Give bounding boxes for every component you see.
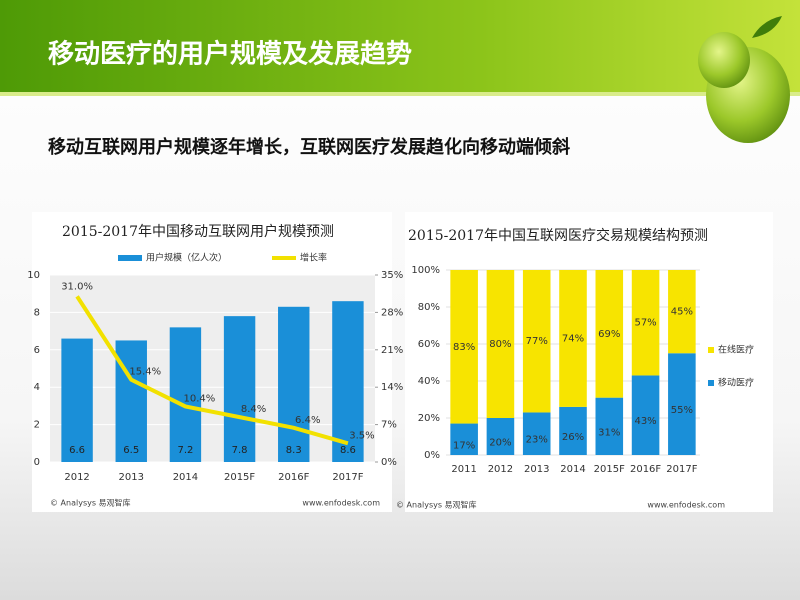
line	[75, 295, 349, 446]
apple-icon	[698, 16, 790, 143]
x-tick-label: 2012	[64, 472, 89, 483]
bar-segment	[559, 406, 587, 455]
y-tick-label: 0%	[424, 450, 440, 461]
bar-label: 83%	[453, 342, 475, 353]
bar-label: 55%	[671, 405, 693, 416]
y-tick-label: 0	[34, 457, 40, 468]
bar-segment	[522, 412, 551, 455]
y-tick-label: 20%	[418, 413, 440, 424]
bar-label: 26%	[562, 432, 584, 443]
bar-label: 31%	[598, 427, 620, 438]
plot-area	[50, 275, 375, 462]
bar-label: 8.3	[286, 445, 302, 456]
x-tick-label: 2015F	[224, 472, 255, 483]
bar-label: 57%	[634, 318, 656, 329]
line-label: 10.4%	[184, 393, 216, 404]
bar	[61, 338, 93, 462]
bar-label: 7.2	[177, 445, 193, 456]
y2-tick-label: 14%	[381, 382, 403, 393]
bar-segment	[595, 270, 624, 398]
bar-segment	[450, 423, 478, 455]
bar-label: 17%	[453, 440, 475, 451]
slide-title: 移动医疗的用户规模及发展趋势	[48, 39, 412, 70]
bar-segment	[486, 270, 515, 418]
legend-label: 在线医疗	[718, 344, 754, 356]
bar-label: 43%	[634, 416, 656, 427]
legend-label: 用户规模（亿人次）	[146, 252, 227, 264]
bar-label: 45%	[671, 307, 693, 318]
header-bar	[0, 0, 800, 92]
bar-segment	[668, 270, 696, 354]
x-tick-label: 2017F	[332, 472, 363, 483]
line-label: 15.4%	[129, 367, 161, 378]
x-tick-label: 2017F	[666, 464, 697, 475]
bar-segment	[559, 270, 587, 407]
x-tick-label: 2015F	[594, 464, 625, 475]
legend-label: 移动医疗	[718, 377, 754, 389]
bar-label: 69%	[598, 329, 620, 340]
y-tick-label: 4	[34, 382, 40, 393]
line-label: 6.4%	[295, 415, 320, 426]
bar	[332, 301, 364, 462]
subtitle: 移动互联网用户规模逐年增长，互联网医疗发展趋化向移动端倾斜	[48, 136, 570, 158]
x-tick-label: 2011	[451, 464, 476, 475]
bar-label: 20%	[489, 438, 511, 449]
bar-label: 6.6	[69, 445, 85, 456]
bar	[223, 316, 256, 462]
y-tick-label: 10	[27, 270, 40, 281]
y2-tick-label: 28%	[381, 307, 403, 318]
source-note: © Analysys 易观智库	[50, 498, 131, 508]
bar-segment	[631, 270, 660, 376]
header-rule	[0, 92, 800, 96]
y-tick-label: 6	[34, 345, 40, 356]
line-label: 31.0%	[61, 281, 93, 292]
bar-label: 80%	[489, 339, 511, 350]
line-label: 8.4%	[241, 404, 266, 415]
website-note: www.enfodesk.com	[302, 499, 380, 508]
website-note: www.enfodesk.com	[647, 501, 725, 510]
bar-segment	[486, 418, 515, 455]
bar-label: 23%	[526, 435, 548, 446]
legend-swatch	[708, 347, 714, 353]
x-tick-label: 2012	[488, 464, 513, 475]
y2-tick-label: 21%	[381, 345, 403, 356]
bar-label: 6.5	[123, 445, 139, 456]
bar-segment	[595, 397, 624, 455]
x-tick-label: 2014	[173, 472, 198, 483]
bar	[115, 340, 147, 462]
legend-swatch	[708, 380, 714, 386]
y-tick-label: 40%	[418, 376, 440, 387]
bar-segment	[631, 375, 660, 455]
bar	[278, 306, 310, 462]
x-tick-label: 2016F	[278, 472, 309, 483]
bar-label: 7.8	[232, 445, 248, 456]
y-tick-label: 60%	[418, 339, 440, 350]
y-tick-label: 100%	[411, 265, 440, 276]
chart-title: 2015-2017年中国移动互联网用户规模预测	[62, 223, 334, 240]
source-note: © Analysys 易观智库	[396, 500, 477, 510]
y-tick-label: 2	[34, 420, 40, 431]
x-tick-label: 2016F	[630, 464, 661, 475]
x-tick-label: 2013	[119, 472, 144, 483]
legend-swatch	[118, 255, 142, 261]
bar-label: 77%	[526, 336, 548, 347]
x-tick-label: 2014	[560, 464, 585, 475]
y-tick-label: 80%	[418, 302, 440, 313]
bar-segment	[450, 270, 478, 424]
bar	[169, 327, 202, 462]
bar-segment	[668, 353, 696, 455]
line-label: 3.5%	[349, 430, 374, 441]
bar-segment	[522, 270, 551, 413]
legend-label: 增长率	[300, 252, 327, 264]
bar-label: 8.6	[340, 445, 356, 456]
y2-tick-label: 7%	[381, 420, 397, 431]
bar-label: 74%	[562, 333, 584, 344]
y-tick-label: 8	[34, 307, 40, 318]
x-tick-label: 2013	[524, 464, 549, 475]
y2-tick-label: 0%	[381, 457, 397, 468]
chart-title: 2015-2017年中国互联网医疗交易规模结构预测	[408, 227, 708, 244]
y2-tick-label: 35%	[381, 270, 403, 281]
